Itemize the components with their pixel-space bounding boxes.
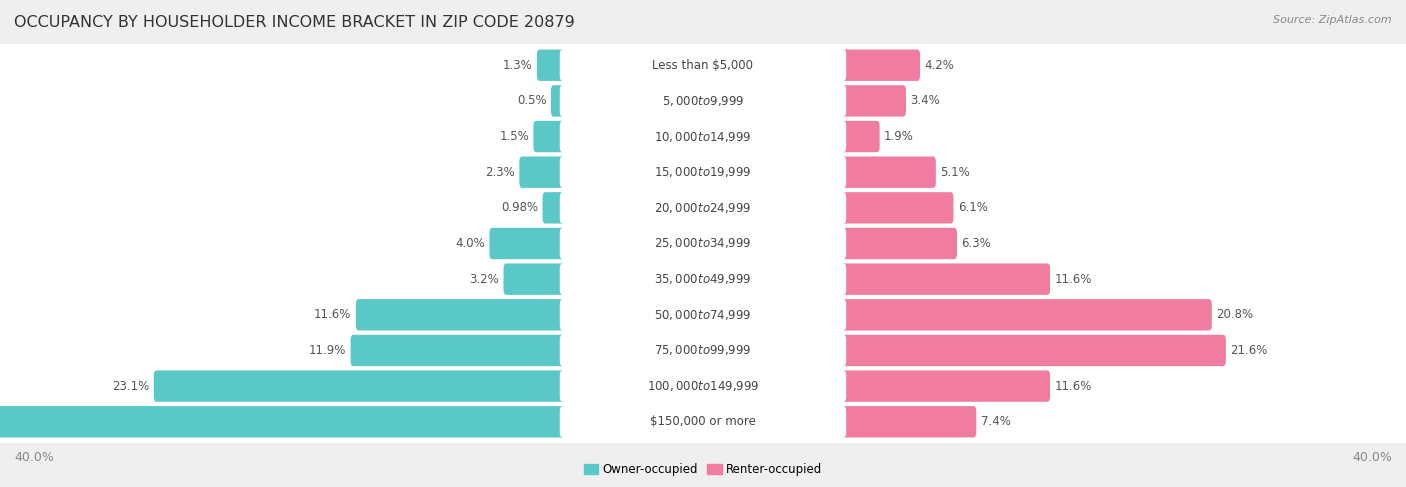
FancyBboxPatch shape <box>560 50 846 81</box>
Text: 40.0%: 40.0% <box>1353 451 1392 464</box>
Text: 1.3%: 1.3% <box>503 59 533 72</box>
Legend: Owner-occupied, Renter-occupied: Owner-occupied, Renter-occupied <box>583 463 823 476</box>
Text: 6.1%: 6.1% <box>957 201 987 214</box>
FancyBboxPatch shape <box>0 44 1406 87</box>
Text: 2.3%: 2.3% <box>485 166 515 179</box>
Text: $35,000 to $49,999: $35,000 to $49,999 <box>654 272 752 286</box>
FancyBboxPatch shape <box>560 335 846 366</box>
Text: OCCUPANCY BY HOUSEHOLDER INCOME BRACKET IN ZIP CODE 20879: OCCUPANCY BY HOUSEHOLDER INCOME BRACKET … <box>14 15 575 30</box>
Text: 7.4%: 7.4% <box>981 415 1011 428</box>
Text: 11.6%: 11.6% <box>1054 273 1092 286</box>
FancyBboxPatch shape <box>489 228 565 259</box>
FancyBboxPatch shape <box>0 365 1406 408</box>
FancyBboxPatch shape <box>560 85 846 116</box>
Text: 11.6%: 11.6% <box>1054 380 1092 393</box>
Text: 1.5%: 1.5% <box>499 130 529 143</box>
FancyBboxPatch shape <box>841 299 1212 331</box>
Text: 4.0%: 4.0% <box>456 237 485 250</box>
FancyBboxPatch shape <box>356 299 565 331</box>
FancyBboxPatch shape <box>841 406 976 437</box>
FancyBboxPatch shape <box>551 85 565 116</box>
Text: 0.5%: 0.5% <box>517 94 547 107</box>
Text: Source: ZipAtlas.com: Source: ZipAtlas.com <box>1274 15 1392 25</box>
Text: 3.2%: 3.2% <box>470 273 499 286</box>
Text: $15,000 to $19,999: $15,000 to $19,999 <box>654 165 752 179</box>
Text: 11.9%: 11.9% <box>309 344 346 357</box>
FancyBboxPatch shape <box>560 299 846 331</box>
FancyBboxPatch shape <box>0 258 1406 300</box>
FancyBboxPatch shape <box>841 263 1050 295</box>
FancyBboxPatch shape <box>0 400 1406 443</box>
Text: $10,000 to $14,999: $10,000 to $14,999 <box>654 130 752 144</box>
Text: 40.0%: 40.0% <box>14 451 53 464</box>
Text: $100,000 to $149,999: $100,000 to $149,999 <box>647 379 759 393</box>
Text: 0.98%: 0.98% <box>501 201 538 214</box>
FancyBboxPatch shape <box>503 263 565 295</box>
FancyBboxPatch shape <box>0 329 1406 372</box>
Text: $150,000 or more: $150,000 or more <box>650 415 756 428</box>
FancyBboxPatch shape <box>841 156 936 188</box>
FancyBboxPatch shape <box>0 222 1406 265</box>
FancyBboxPatch shape <box>560 371 846 402</box>
Text: 23.1%: 23.1% <box>112 380 149 393</box>
Text: 4.2%: 4.2% <box>925 59 955 72</box>
Text: $5,000 to $9,999: $5,000 to $9,999 <box>662 94 744 108</box>
Text: 20.8%: 20.8% <box>1216 308 1253 321</box>
FancyBboxPatch shape <box>350 335 565 366</box>
Text: 1.9%: 1.9% <box>884 130 914 143</box>
FancyBboxPatch shape <box>560 406 846 437</box>
FancyBboxPatch shape <box>560 192 846 224</box>
Text: $25,000 to $34,999: $25,000 to $34,999 <box>654 237 752 250</box>
Text: 11.6%: 11.6% <box>314 308 352 321</box>
Text: 5.1%: 5.1% <box>941 166 970 179</box>
FancyBboxPatch shape <box>0 187 1406 229</box>
FancyBboxPatch shape <box>543 192 565 224</box>
FancyBboxPatch shape <box>153 371 565 402</box>
Text: $50,000 to $74,999: $50,000 to $74,999 <box>654 308 752 322</box>
FancyBboxPatch shape <box>841 121 880 152</box>
Text: 3.4%: 3.4% <box>911 94 941 107</box>
FancyBboxPatch shape <box>841 335 1226 366</box>
FancyBboxPatch shape <box>841 50 920 81</box>
FancyBboxPatch shape <box>0 406 565 437</box>
FancyBboxPatch shape <box>841 85 905 116</box>
FancyBboxPatch shape <box>0 79 1406 122</box>
FancyBboxPatch shape <box>841 371 1050 402</box>
Text: $75,000 to $99,999: $75,000 to $99,999 <box>654 343 752 357</box>
FancyBboxPatch shape <box>560 156 846 188</box>
FancyBboxPatch shape <box>560 121 846 152</box>
FancyBboxPatch shape <box>0 151 1406 194</box>
FancyBboxPatch shape <box>519 156 565 188</box>
FancyBboxPatch shape <box>560 228 846 259</box>
FancyBboxPatch shape <box>560 263 846 295</box>
Text: 21.6%: 21.6% <box>1230 344 1268 357</box>
Text: Less than $5,000: Less than $5,000 <box>652 59 754 72</box>
FancyBboxPatch shape <box>841 228 957 259</box>
FancyBboxPatch shape <box>533 121 565 152</box>
Text: $20,000 to $24,999: $20,000 to $24,999 <box>654 201 752 215</box>
FancyBboxPatch shape <box>0 115 1406 158</box>
FancyBboxPatch shape <box>841 192 953 224</box>
FancyBboxPatch shape <box>537 50 565 81</box>
FancyBboxPatch shape <box>0 293 1406 336</box>
Text: 6.3%: 6.3% <box>962 237 991 250</box>
